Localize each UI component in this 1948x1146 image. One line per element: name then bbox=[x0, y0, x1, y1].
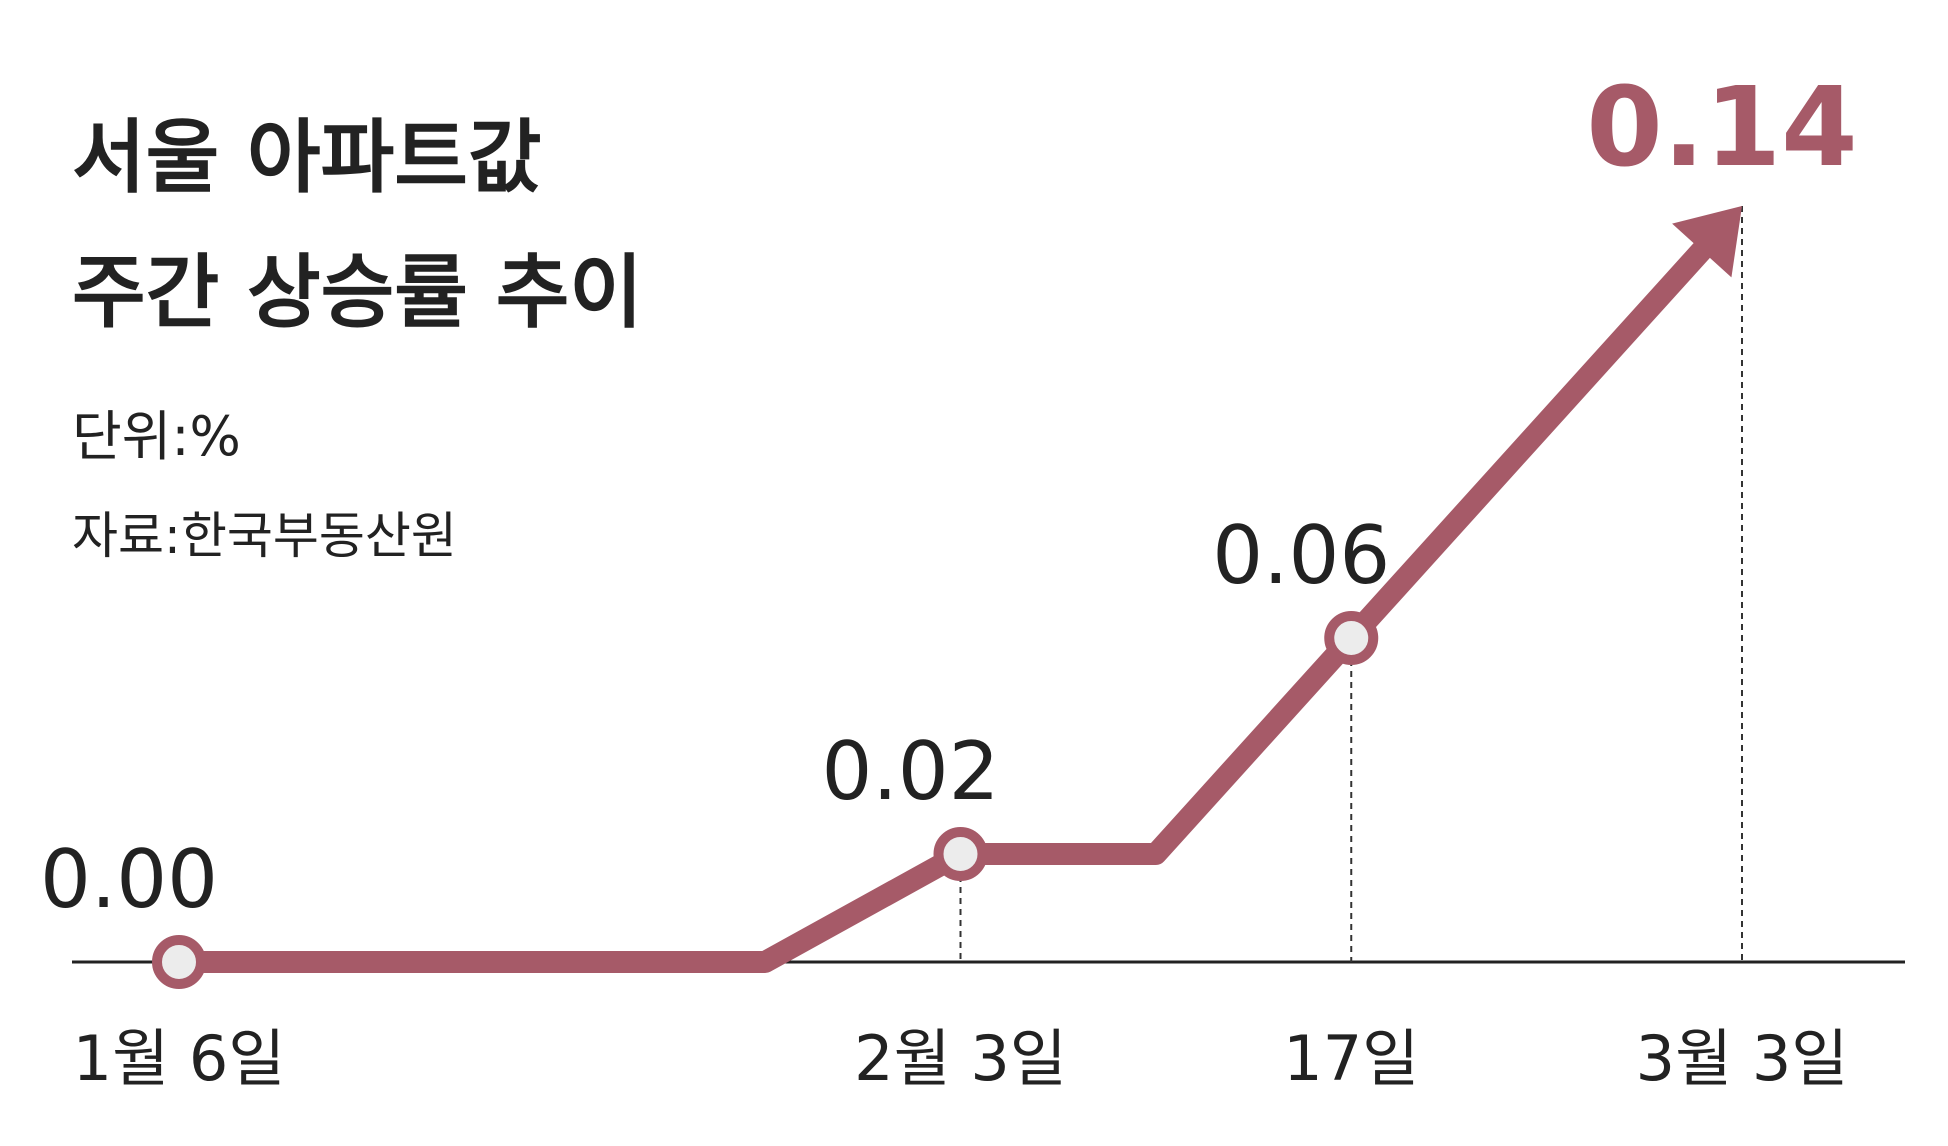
arrow-head bbox=[1672, 206, 1742, 278]
chart-title: 서울 아파트값 bbox=[72, 111, 541, 204]
value-label: 0.00 bbox=[40, 833, 218, 926]
point-marker bbox=[1324, 611, 1379, 665]
source-note: 자료:한국부동산원 bbox=[72, 507, 457, 565]
point-marker bbox=[933, 827, 988, 881]
x-tick-label: 17일 bbox=[1283, 1022, 1419, 1095]
x-tick-label: 3월 3일 bbox=[1636, 1022, 1849, 1095]
unit-note: 단위:% bbox=[72, 405, 241, 468]
x-tick-label: 1월 6일 bbox=[73, 1022, 286, 1095]
chart-title: 주간 상승률 추이 bbox=[72, 246, 643, 339]
value-label: 0.06 bbox=[1212, 509, 1390, 602]
value-label: 0.14 bbox=[1586, 63, 1857, 191]
value-label: 0.02 bbox=[821, 725, 999, 818]
point-marker bbox=[152, 935, 206, 989]
x-tick-label: 2월 3일 bbox=[854, 1022, 1067, 1095]
